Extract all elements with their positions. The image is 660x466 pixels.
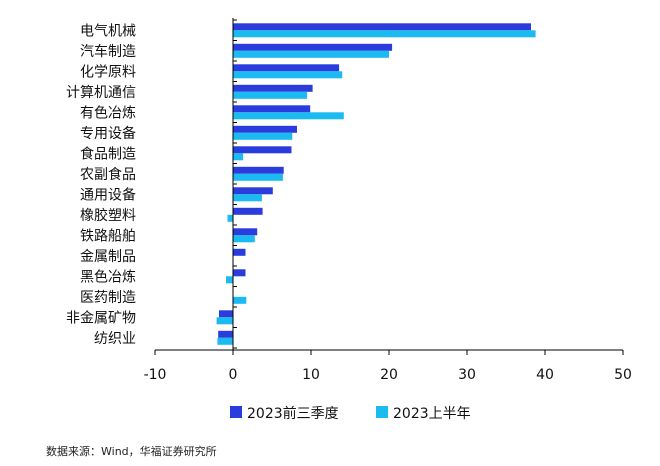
bar-series-2-12 <box>226 276 233 284</box>
bar-series-1-11 <box>233 248 246 256</box>
category-labels: 电气机械汽车制造化学原料计算机通信有色冶炼专用设备食品制造农副食品通用设备橡胶塑… <box>66 23 136 347</box>
category-label: 化学原料 <box>80 64 136 80</box>
bar-series-2-7 <box>233 173 283 181</box>
bar-series-2-1 <box>233 50 389 58</box>
x-tick-label: 30 <box>458 367 476 383</box>
bar-series-1-3 <box>233 84 313 92</box>
category-label: 非金属矿物 <box>66 310 136 326</box>
bar-series-1-7 <box>233 166 284 174</box>
category-label: 铁路船舶 <box>80 228 136 244</box>
bar-series-1-15 <box>218 330 233 338</box>
bar-series-2-9 <box>227 214 233 222</box>
x-tick-label: 10 <box>302 367 320 383</box>
axes <box>155 18 623 351</box>
x-tick-label: -10 <box>144 367 167 383</box>
x-tick-label: 40 <box>536 367 554 383</box>
category-label: 通用设备 <box>80 186 136 203</box>
bar-series-2-2 <box>233 71 343 79</box>
category-label: 汽车制造 <box>80 43 136 60</box>
bar-series-1-9 <box>233 207 263 215</box>
bar-series-1-2 <box>233 64 340 72</box>
legend-swatch-series-2 <box>376 406 388 418</box>
legend-label-series-2: 2023上半年 <box>393 406 471 422</box>
category-label: 橡胶塑料 <box>80 207 136 224</box>
bar-series-2-3 <box>233 91 308 99</box>
legend-swatch-series-1 <box>230 406 242 418</box>
legend: 2023前三季度 2023上半年 <box>230 405 471 422</box>
bar-series-1-12 <box>233 269 246 277</box>
source-note: 数据来源：Wind，华福证券研究所 <box>46 444 217 458</box>
bar-series-2-15 <box>217 337 233 345</box>
bar-series-1-4 <box>233 105 311 113</box>
bar-series-2-14 <box>216 317 233 325</box>
category-label: 农副食品 <box>80 166 136 183</box>
bar-series-1-8 <box>233 187 273 195</box>
category-label: 黑色冶炼 <box>80 268 136 285</box>
bar-series-1-5 <box>233 125 297 133</box>
x-tick-label: 20 <box>380 367 398 383</box>
bar-series-2-0 <box>233 30 536 38</box>
category-label: 电气机械 <box>80 23 136 39</box>
bar-series-2-13 <box>233 296 247 304</box>
bar-series-2-10 <box>233 235 255 243</box>
bar-series-1-14 <box>219 310 233 318</box>
bars <box>216 23 536 345</box>
category-label: 计算机通信 <box>66 85 136 101</box>
category-label: 金属制品 <box>80 249 136 265</box>
category-label: 医药制造 <box>80 290 136 306</box>
category-label: 专用设备 <box>80 125 136 142</box>
x-tick-label: 0 <box>229 367 238 383</box>
category-label: 食品制造 <box>80 145 136 162</box>
bar-series-1-6 <box>233 146 292 154</box>
bar-series-2-8 <box>233 194 262 202</box>
x-tick-label: 50 <box>614 367 632 383</box>
bar-series-1-0 <box>233 23 531 31</box>
bar-series-2-5 <box>233 132 293 140</box>
bar-series-2-4 <box>233 112 344 120</box>
legend-label-series-1: 2023前三季度 <box>247 405 339 422</box>
bar-series-1-1 <box>233 43 393 51</box>
bar-series-1-10 <box>233 228 258 236</box>
x-tick-labels: -10 0 10 20 30 40 50 <box>144 350 632 383</box>
category-label: 有色冶炼 <box>80 104 136 121</box>
bar-series-2-6 <box>233 153 244 161</box>
category-label: 纺织业 <box>94 331 136 347</box>
